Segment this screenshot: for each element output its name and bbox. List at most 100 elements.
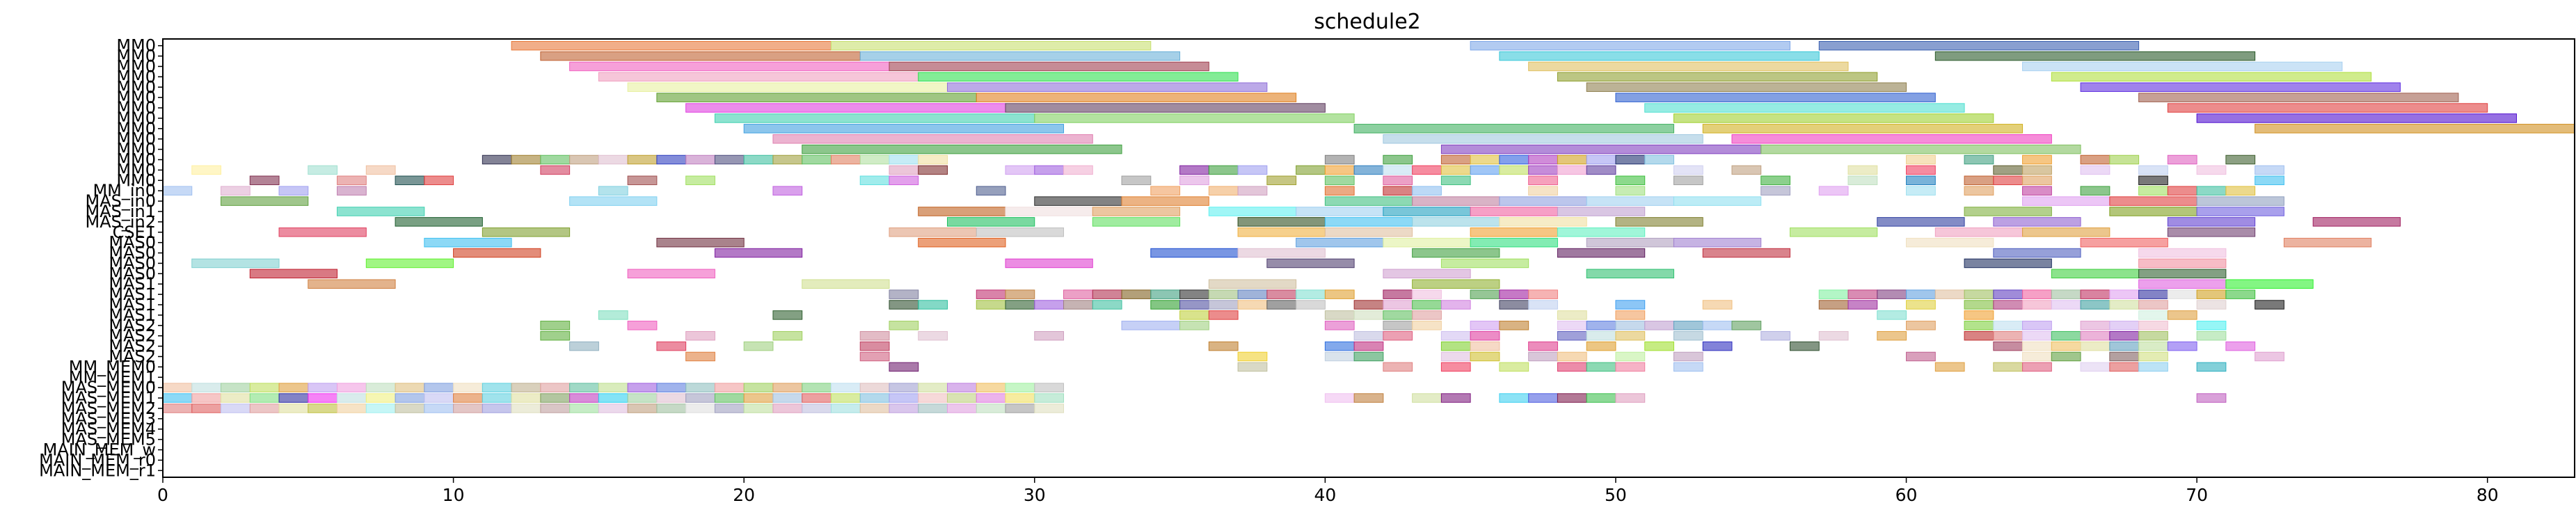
task-bar [482,154,512,165]
task-bar [2080,165,2110,175]
task-bar [1499,393,1529,403]
task-bar [278,186,309,195]
task-bar [1615,321,1646,330]
task-bar [2109,362,2140,372]
task-bar [337,175,367,186]
task-bar [453,248,541,258]
task-bar [1586,330,1616,341]
task-bar [1731,134,2052,144]
task-bar [802,383,832,392]
task-bar [1470,40,1791,51]
task-bar [918,207,1006,216]
task-bar [1528,154,1558,165]
task-bar [627,404,658,413]
task-bar [1818,40,2140,51]
task-bar [1034,113,1355,123]
task-bar [1702,341,1733,351]
y-tick-label: MM0 [116,170,156,190]
task-bar [2022,196,2110,206]
task-bar [1586,393,1616,403]
task-bar [1847,289,1878,299]
task-bar [1586,341,1616,351]
task-bar [1702,321,1733,330]
task-bar [830,404,861,413]
y-tick-label: MM0 [116,140,156,159]
task-bar [918,72,1239,82]
task-bar [1673,113,1994,123]
task-bar [1818,330,1849,341]
task-bar [918,165,948,175]
task-bar [1121,196,1209,206]
task-bar [2196,196,2284,206]
task-bar [1034,330,1065,341]
task-bar [2022,300,2052,310]
task-bar [889,61,1209,72]
task-bar [569,383,599,392]
task-bar [685,393,715,403]
task-bar [511,393,541,403]
y-tick-label: MAS_MEM0 [61,378,156,397]
task-bar [569,341,599,351]
task-bar [395,383,425,392]
task-bar [1528,186,1558,195]
task-bar [598,186,628,195]
task-bar [1702,300,1733,310]
task-bar [656,383,687,392]
task-bar [191,393,222,403]
task-bar [889,321,919,330]
task-bar [1557,321,1587,330]
task-bar [2138,330,2168,341]
task-bar [540,383,571,392]
task-bar [627,383,658,392]
task-bar [1993,321,2024,330]
task-bar [1005,165,1035,175]
task-bar [337,186,367,195]
task-bar [221,404,251,413]
task-bar [685,351,715,362]
task-bar [1934,362,1965,372]
task-bar [656,404,687,413]
y-tick-label: MAS2 [109,316,156,335]
task-bar [2022,165,2052,175]
task-bar [1673,175,1703,186]
task-bar [2022,186,2052,195]
y-tick-label: MAS_MEM2 [61,399,156,418]
task-bar [1499,196,1587,206]
y-tick-label: MM0 [116,160,156,179]
task-bar [1353,351,1384,362]
task-bar [1499,321,1529,330]
task-bar [1296,237,1384,248]
task-bar [1383,330,1413,341]
task-bar [772,310,803,320]
y-tick-label: MAS_MEM5 [61,430,156,449]
task-bar [278,383,309,392]
task-bar [1877,289,1907,299]
task-bar [221,383,251,392]
task-bar [918,393,948,403]
task-bar [1383,321,1413,330]
task-bar [1383,175,1413,186]
task-bar [1847,300,1878,310]
task-bar [1412,289,1442,299]
task-bar [918,154,948,165]
task-bar [1324,310,1355,320]
task-bar [2138,321,2168,330]
task-bar [424,175,454,186]
task-bar [627,175,658,186]
task-bar [1470,351,1500,362]
task-bar [2167,310,2197,320]
task-bar [1906,165,1936,175]
task-bar [1034,196,1122,206]
task-bar [1760,175,1791,186]
task-bar [191,383,222,392]
task-bar [1470,207,1558,216]
task-bar [830,40,1152,51]
task-bar [1353,300,1384,310]
x-tick-label: 80 [2476,485,2499,505]
task-bar [1383,289,1413,299]
task-bar [1615,186,1646,195]
task-bar [1615,330,1646,341]
task-bar [2196,330,2227,341]
task-bar [1237,300,1268,310]
